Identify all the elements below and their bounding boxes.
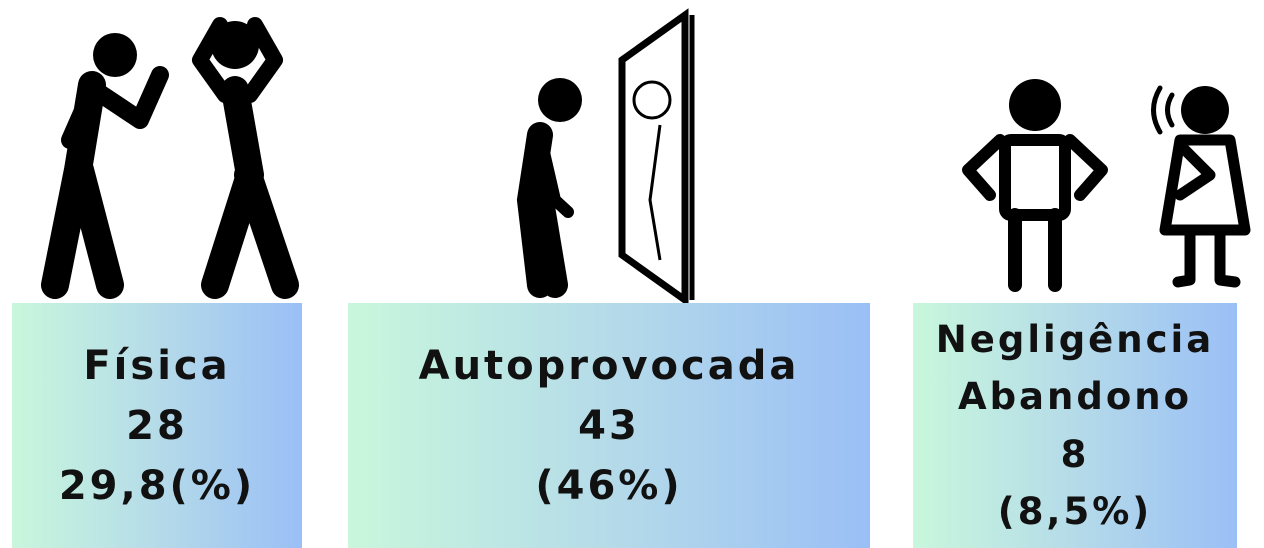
card-text: 28 <box>126 396 188 456</box>
card-text: (46%) <box>535 456 682 516</box>
card-text: 43 <box>578 396 640 456</box>
mirror-icon <box>530 15 692 300</box>
card-text: 8 <box>1061 426 1090 483</box>
page: Física2829,8(%) Autoprovocada43(46%) Neg… <box>0 0 1264 548</box>
illustrations <box>0 0 1264 303</box>
card-text: Abandono <box>958 368 1192 425</box>
fight-icon <box>55 21 285 285</box>
card-text: Negligência <box>936 311 1214 368</box>
card-text: Autoprovocada <box>419 336 800 396</box>
card-text: Física <box>83 336 230 396</box>
neglect-icon <box>968 79 1245 285</box>
card-text: 29,8(%) <box>59 456 255 516</box>
card-text: (8,5%) <box>998 483 1152 540</box>
